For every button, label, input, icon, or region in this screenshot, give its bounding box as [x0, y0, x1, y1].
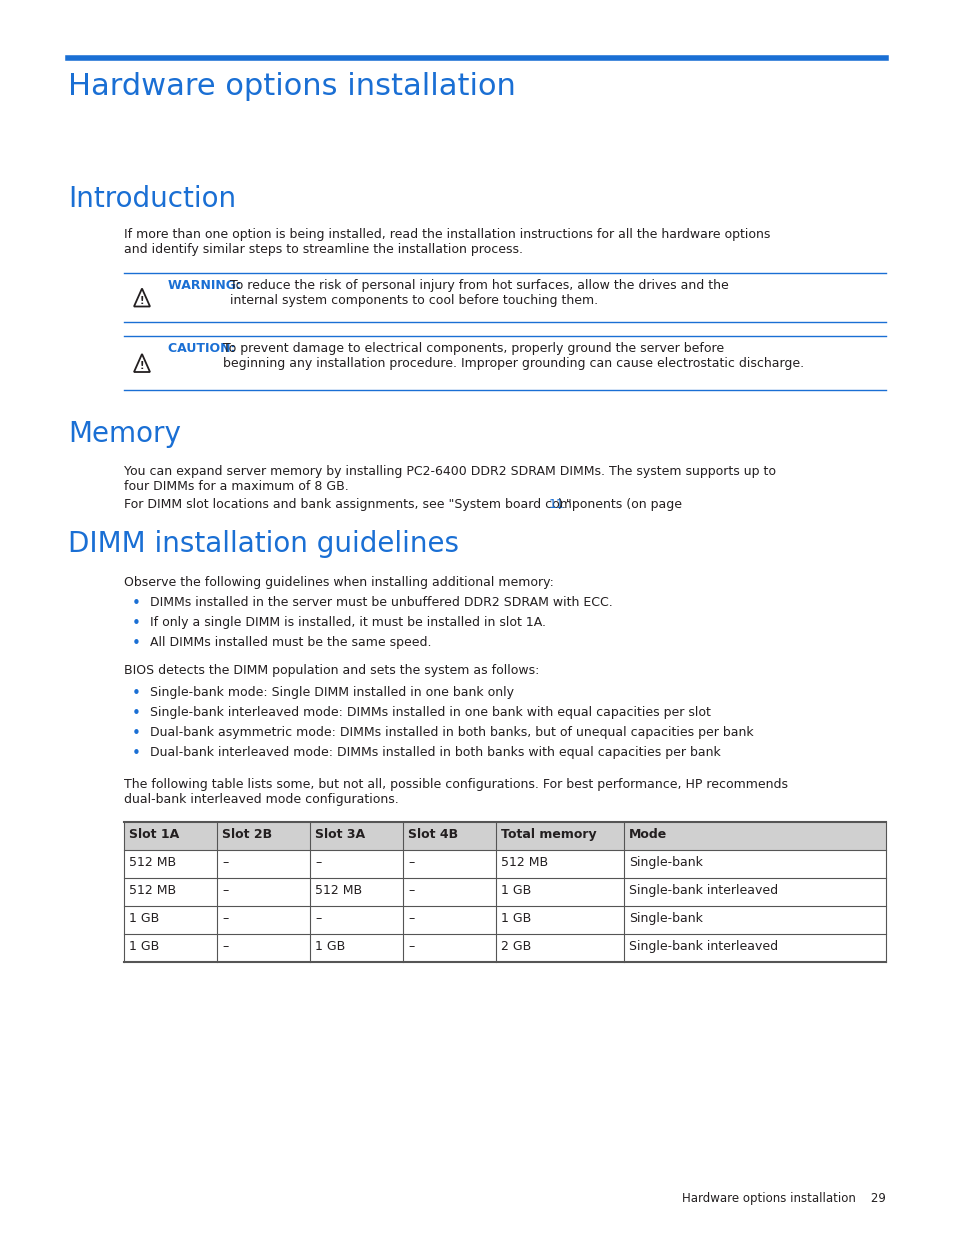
Text: The following table lists some, but not all, possible configurations. For best p: The following table lists some, but not …: [124, 778, 787, 806]
Text: Single-bank mode: Single DIMM installed in one bank only: Single-bank mode: Single DIMM installed …: [150, 685, 514, 699]
Text: –: –: [408, 884, 414, 897]
Text: Observe the following guidelines when installing additional memory:: Observe the following guidelines when in…: [124, 576, 554, 589]
Text: If more than one option is being installed, read the installation instructions f: If more than one option is being install…: [124, 228, 770, 256]
Text: –: –: [222, 884, 228, 897]
Text: DIMMs installed in the server must be unbuffered DDR2 SDRAM with ECC.: DIMMs installed in the server must be un…: [150, 597, 612, 609]
Text: –: –: [222, 940, 228, 953]
Text: Memory: Memory: [68, 420, 181, 448]
Text: For DIMM slot locations and bank assignments, see "System board components (on p: For DIMM slot locations and bank assignm…: [124, 498, 685, 511]
Text: –: –: [408, 856, 414, 869]
Text: If only a single DIMM is installed, it must be installed in slot 1A.: If only a single DIMM is installed, it m…: [150, 616, 545, 629]
Text: •: •: [132, 685, 141, 701]
Text: Total memory: Total memory: [500, 827, 596, 841]
Text: 1 GB: 1 GB: [500, 884, 531, 897]
Text: •: •: [132, 616, 141, 631]
Text: –: –: [408, 911, 414, 925]
Text: Single-bank interleaved: Single-bank interleaved: [628, 884, 778, 897]
Bar: [124, 823, 885, 850]
Text: Slot 2B: Slot 2B: [222, 827, 272, 841]
Text: BIOS detects the DIMM population and sets the system as follows:: BIOS detects the DIMM population and set…: [124, 664, 538, 677]
Text: DIMM installation guidelines: DIMM installation guidelines: [68, 530, 458, 558]
Text: Dual-bank asymmetric mode: DIMMs installed in both banks, but of unequal capacit: Dual-bank asymmetric mode: DIMMs install…: [150, 726, 753, 739]
Text: •: •: [132, 597, 141, 611]
Text: 512 MB: 512 MB: [129, 856, 176, 869]
Text: 512 MB: 512 MB: [500, 856, 548, 869]
Text: •: •: [132, 746, 141, 761]
Text: 2 GB: 2 GB: [500, 940, 531, 953]
Text: Single-bank: Single-bank: [628, 856, 702, 869]
Text: –: –: [222, 856, 228, 869]
Text: 1 GB: 1 GB: [314, 940, 345, 953]
Text: Single-bank interleaved mode: DIMMs installed in one bank with equal capacities : Single-bank interleaved mode: DIMMs inst…: [150, 706, 710, 719]
Text: To reduce the risk of personal injury from hot surfaces, allow the drives and th: To reduce the risk of personal injury fr…: [230, 279, 728, 308]
Text: Hardware options installation    29: Hardware options installation 29: [681, 1192, 885, 1205]
Text: –: –: [222, 911, 228, 925]
Text: ).": ).": [558, 498, 573, 511]
Text: You can expand server memory by installing PC2-6400 DDR2 SDRAM DIMMs. The system: You can expand server memory by installi…: [124, 466, 775, 493]
Text: 1 GB: 1 GB: [129, 940, 159, 953]
Text: 512 MB: 512 MB: [314, 884, 362, 897]
Text: Single-bank: Single-bank: [628, 911, 702, 925]
Text: –: –: [314, 856, 321, 869]
Text: !: !: [139, 295, 144, 305]
Text: To prevent damage to electrical components, properly ground the server before
be: To prevent damage to electrical componen…: [223, 342, 803, 370]
Text: 11: 11: [548, 498, 563, 511]
Text: WARNING:: WARNING:: [168, 279, 250, 291]
Text: Slot 3A: Slot 3A: [314, 827, 365, 841]
Text: !: !: [139, 361, 144, 370]
Text: Introduction: Introduction: [68, 185, 236, 212]
Text: Slot 1A: Slot 1A: [129, 827, 179, 841]
Text: Slot 4B: Slot 4B: [408, 827, 457, 841]
Text: Hardware options installation: Hardware options installation: [68, 72, 516, 101]
Text: 512 MB: 512 MB: [129, 884, 176, 897]
Text: Mode: Mode: [628, 827, 666, 841]
Text: All DIMMs installed must be the same speed.: All DIMMs installed must be the same spe…: [150, 636, 431, 650]
Text: Single-bank interleaved: Single-bank interleaved: [628, 940, 778, 953]
Text: •: •: [132, 636, 141, 651]
Text: •: •: [132, 726, 141, 741]
Text: 1 GB: 1 GB: [500, 911, 531, 925]
Text: CAUTION:: CAUTION:: [168, 342, 244, 354]
Text: 1 GB: 1 GB: [129, 911, 159, 925]
Text: Dual-bank interleaved mode: DIMMs installed in both banks with equal capacities : Dual-bank interleaved mode: DIMMs instal…: [150, 746, 720, 760]
Text: –: –: [408, 940, 414, 953]
Text: •: •: [132, 706, 141, 721]
Text: –: –: [314, 911, 321, 925]
